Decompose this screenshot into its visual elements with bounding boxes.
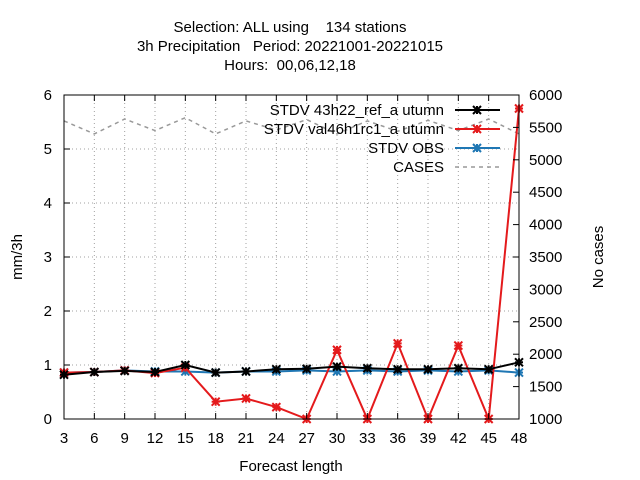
x-tick-label: 27 <box>298 430 315 447</box>
y2-tick-label: 3500 <box>529 249 562 266</box>
series-point-0 <box>392 364 403 375</box>
x-axis-label: Forecast length <box>239 458 342 475</box>
legend-label: CASES <box>393 159 444 176</box>
series-point-0 <box>453 363 464 373</box>
title-line-2: 3h Precipitation Period: 20221001-202210… <box>137 38 443 55</box>
y-tick-label: 5 <box>44 141 52 158</box>
y2-tick-label: 1000 <box>529 411 562 428</box>
series-point-0 <box>271 364 282 375</box>
title-line-1: Selection: ALL using 134 stations <box>174 19 407 36</box>
x-tick-label: 33 <box>359 430 376 447</box>
x-tick-label: 24 <box>268 430 285 447</box>
y-tick-label: 3 <box>44 249 52 266</box>
y2-tick-label: 6000 <box>529 87 562 104</box>
series-point-1 <box>453 340 464 351</box>
series-point-0 <box>89 367 100 377</box>
y-tick-label: 1 <box>44 357 52 374</box>
legend-label: STDV val46h1rc1_a utumn <box>264 121 444 138</box>
series-point-0 <box>362 363 373 373</box>
legend-swatch-marker <box>472 143 482 153</box>
x-tick-label: 21 <box>238 430 255 447</box>
y-tick-label: 0 <box>44 411 52 428</box>
series-line-3 <box>63 116 520 135</box>
series-point-0 <box>150 367 160 377</box>
series-line-0 <box>63 361 520 376</box>
title-line-3: Hours: 00,06,12,18 <box>224 57 356 74</box>
legend: STDV 43h22_ref_a utumn STDV val46h1rc1_a … <box>264 102 500 176</box>
chart-title: Selection: ALL using 134 stations 3h Pre… <box>137 19 443 74</box>
plot-series <box>59 103 524 424</box>
series-point-0 <box>332 361 342 372</box>
y-axis-label: mm/3h <box>9 234 26 280</box>
y2-tick-label: 3000 <box>529 281 562 298</box>
series-point-0 <box>241 366 251 377</box>
x-tick-label: 36 <box>389 430 406 447</box>
y-tick-label: 2 <box>44 303 52 320</box>
y2-tick-label: 2500 <box>529 314 562 331</box>
x-tick-label: 39 <box>420 430 437 447</box>
series-point-1 <box>271 402 282 412</box>
legend-swatch-marker <box>472 105 482 115</box>
series-point-1 <box>332 345 342 355</box>
legend-swatch-marker <box>472 124 482 134</box>
series-point-0 <box>119 366 130 376</box>
y-tick-label: 6 <box>44 87 52 104</box>
legend-label: STDV OBS <box>368 140 444 157</box>
x-tick-label: 15 <box>177 430 194 447</box>
y2-tick-label: 5000 <box>529 152 562 169</box>
x-tick-label: 3 <box>60 430 68 447</box>
y2-tick-label: 4000 <box>529 217 562 234</box>
y2-tick-label: 1500 <box>529 379 562 396</box>
x-tick-label: 45 <box>480 430 497 447</box>
x-tick-label: 18 <box>207 430 224 447</box>
y-tick-label: 4 <box>44 195 52 212</box>
series-point-0 <box>483 364 494 375</box>
axis-ticks: 3 6 9 12 15 18 21 24 27 30 33 36 39 42 45 4801234561000… <box>44 87 563 447</box>
series-point-0 <box>180 360 191 370</box>
series-point-1 <box>210 397 221 407</box>
x-tick-label: 48 <box>511 430 528 447</box>
x-tick-label: 12 <box>147 430 164 447</box>
series-point-0 <box>423 364 433 375</box>
x-tick-label: 30 <box>329 430 346 447</box>
series-point-0 <box>301 364 312 374</box>
y2-axis-label: No cases <box>590 226 607 289</box>
y2-tick-label: 4500 <box>529 184 562 201</box>
x-tick-label: 9 <box>120 430 128 447</box>
y2-tick-label: 5500 <box>529 119 562 136</box>
series-point-1 <box>392 338 403 349</box>
series-point-0 <box>210 367 221 378</box>
y2-tick-label: 2000 <box>529 346 562 363</box>
x-tick-label: 6 <box>90 430 98 447</box>
x-tick-label: 42 <box>450 430 467 447</box>
legend-label: STDV 43h22_ref_a utumn <box>270 102 444 119</box>
series-point-1 <box>241 393 251 404</box>
series-line-1 <box>63 108 520 422</box>
